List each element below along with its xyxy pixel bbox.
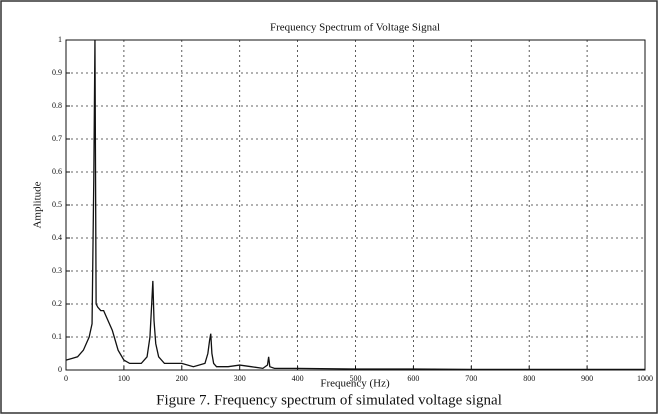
- y-tick-label: 0.2: [52, 299, 62, 308]
- x-axis-label: Frequency (Hz): [320, 378, 390, 390]
- y-tick-label: 0: [58, 365, 62, 374]
- y-tick-label: 1: [58, 35, 62, 44]
- spectrum-line: [65, 39, 645, 370]
- y-tick-label: 0.1: [52, 332, 62, 341]
- y-tick-label: 0.8: [52, 101, 62, 110]
- chart-title: Frequency Spectrum of Voltage Signal: [270, 22, 440, 34]
- x-tick-label: 600: [407, 374, 419, 383]
- x-tick-label: 900: [581, 374, 593, 383]
- plot-frame: [65, 39, 646, 371]
- y-tick-label: 0.5: [52, 200, 62, 209]
- x-tick-label: 100: [118, 374, 130, 383]
- x-tick-label: 300: [234, 374, 246, 383]
- x-tick-label: 1000: [637, 374, 653, 383]
- y-tick-label: 0.9: [52, 68, 62, 77]
- x-tick-label: 700: [465, 374, 477, 383]
- y-tick-label: 0.4: [52, 233, 62, 242]
- caption: Figure 7. Frequency spectrum of simulate…: [156, 392, 502, 408]
- y-tick-label: 0.3: [52, 266, 62, 275]
- y-tick-label: 0.7: [52, 134, 62, 143]
- x-tick-label: 400: [292, 374, 304, 383]
- y-axis-label: Amplitude: [32, 181, 44, 228]
- x-tick-label: 200: [176, 374, 188, 383]
- x-tick-label: 800: [523, 374, 535, 383]
- x-tick-label: 500: [350, 374, 362, 383]
- y-tick-label: 0.6: [52, 167, 62, 176]
- x-tick-label: 0: [64, 374, 68, 383]
